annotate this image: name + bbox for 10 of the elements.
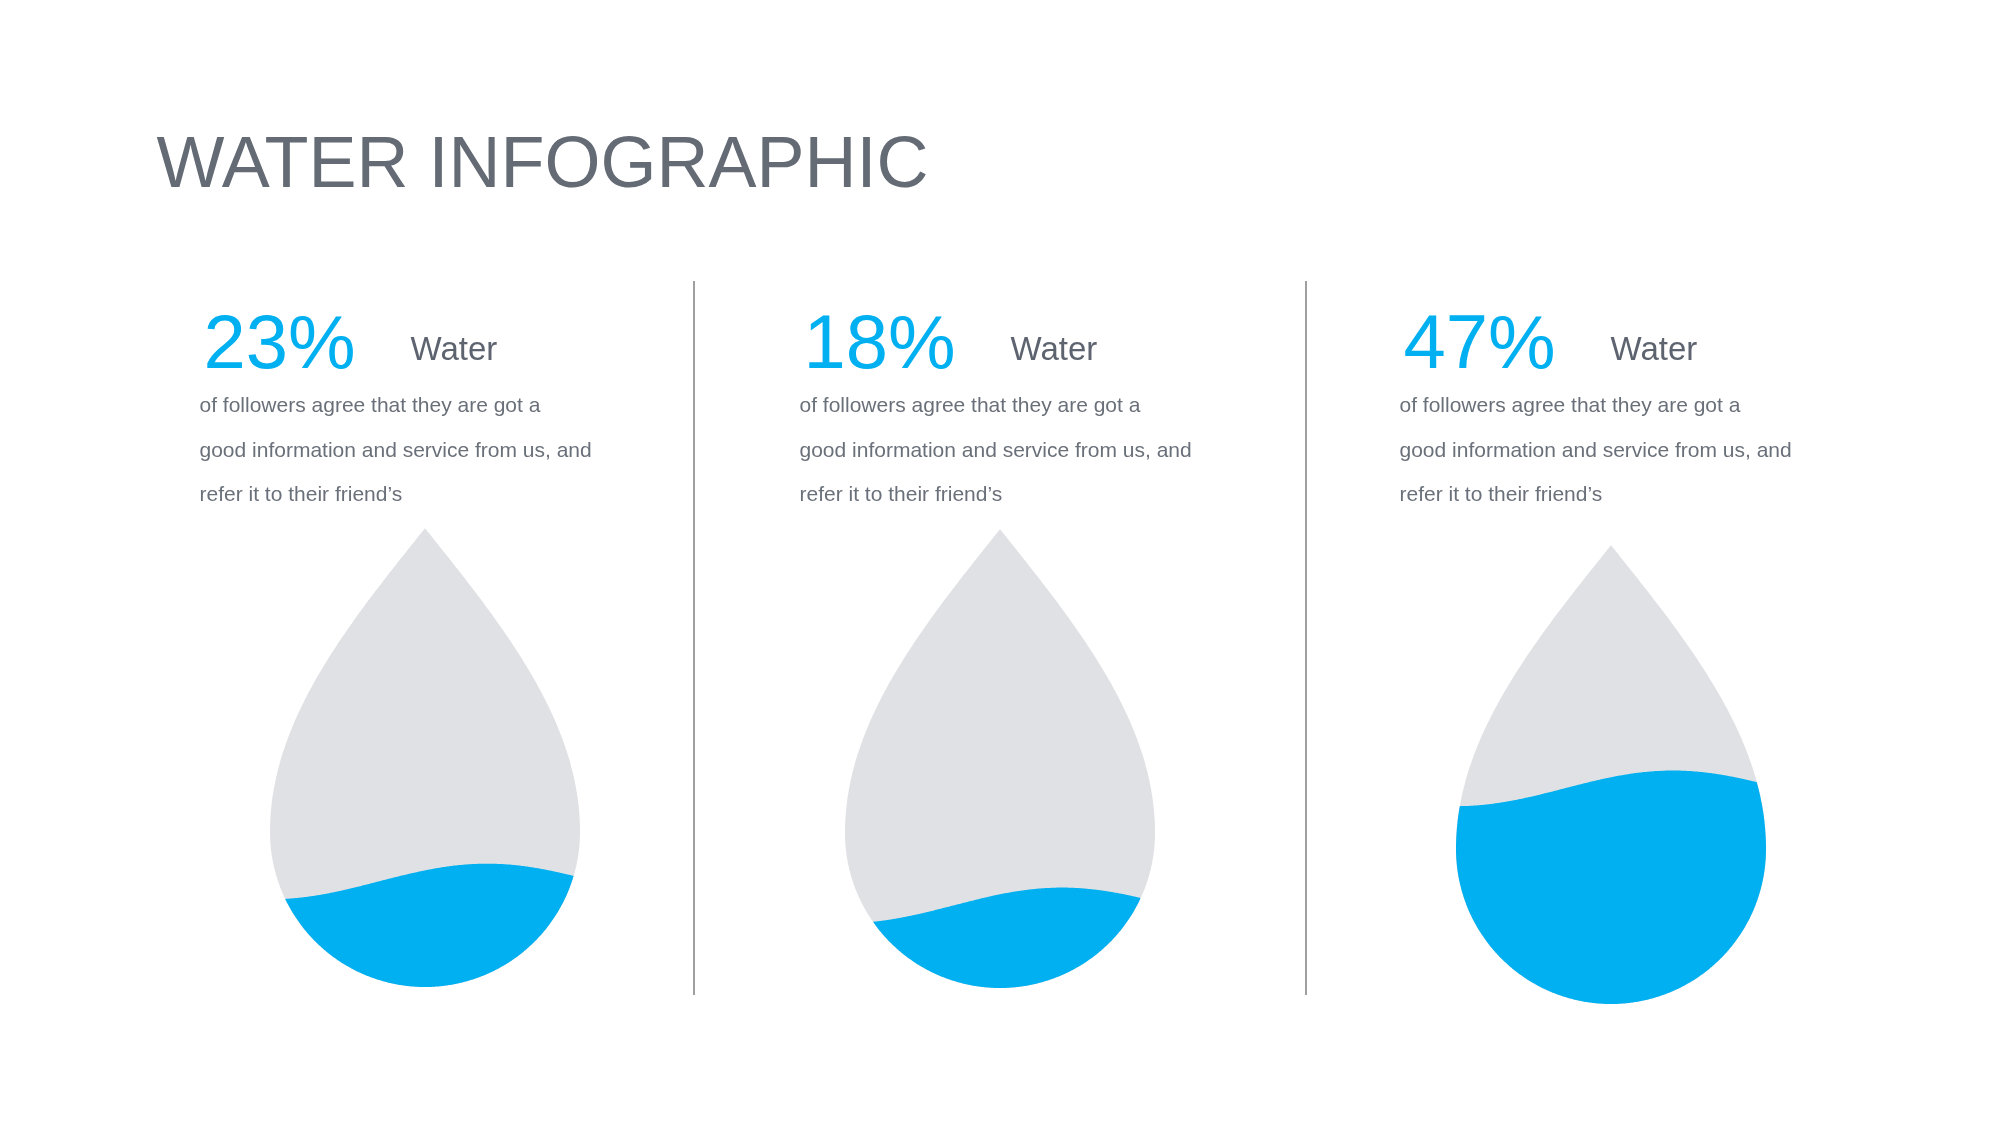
text: of followers agree that they are got a good information and service from us, and refer it to their friend’s	[199, 393, 592, 506]
category-label: Water	[410, 330, 498, 368]
category-label: Water	[1010, 330, 1098, 368]
text: of followers agree that they are got a good information and service from us, and refer it to their friend’s	[799, 393, 1192, 506]
data-label: 23%	[203, 299, 356, 385]
text: WATER INFOGRAPHIC	[156, 122, 929, 203]
category-label: Water	[1610, 330, 1698, 368]
data-label: 47%	[1403, 299, 1556, 385]
text: of followers agree that they are got a good information and service from us, and refer it to their friend’s	[1399, 393, 1792, 506]
data-label: 18%	[803, 299, 956, 385]
